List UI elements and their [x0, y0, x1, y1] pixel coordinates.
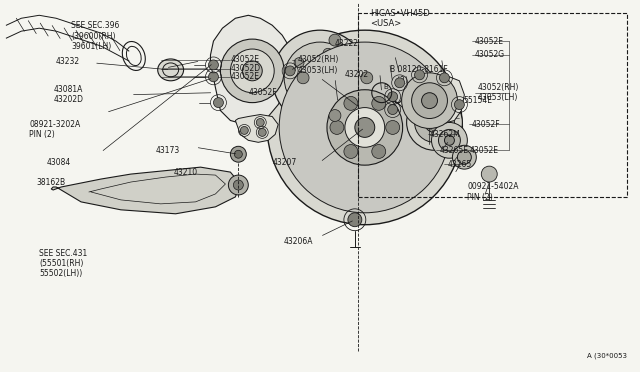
Text: B 08120-8161F
   (2): B 08120-8161F (2) — [390, 65, 447, 84]
Text: 43262M: 43262M — [429, 130, 460, 139]
Circle shape — [386, 121, 399, 134]
Circle shape — [241, 126, 248, 134]
Circle shape — [230, 146, 246, 162]
Circle shape — [323, 97, 333, 107]
Text: 43084: 43084 — [46, 158, 70, 167]
Circle shape — [481, 166, 497, 182]
Circle shape — [243, 61, 262, 81]
Text: 43210: 43210 — [173, 168, 198, 177]
Polygon shape — [395, 75, 465, 125]
Circle shape — [214, 98, 223, 108]
Text: A (30*0053: A (30*0053 — [587, 352, 627, 359]
Circle shape — [372, 145, 386, 158]
Text: 43173: 43173 — [156, 146, 180, 155]
Circle shape — [458, 150, 471, 164]
Circle shape — [294, 88, 304, 98]
Circle shape — [344, 96, 358, 110]
Circle shape — [306, 64, 334, 92]
Circle shape — [412, 83, 447, 119]
Text: SEE SEC.431
(55501(RH)
55502(LH)): SEE SEC.431 (55501(RH) 55502(LH)) — [39, 248, 88, 278]
Circle shape — [454, 100, 465, 110]
Text: 43052(RH)
43053(LH): 43052(RH) 43053(LH) — [298, 55, 339, 75]
Circle shape — [415, 103, 454, 142]
Text: 43052E: 43052E — [230, 55, 259, 64]
Circle shape — [395, 78, 404, 88]
Text: 43052F: 43052F — [248, 88, 277, 97]
Circle shape — [330, 121, 344, 134]
Circle shape — [327, 90, 403, 165]
Circle shape — [209, 60, 218, 70]
Text: 43222: 43222 — [335, 39, 359, 48]
Text: 00921-5402A
PIN (2): 00921-5402A PIN (2) — [467, 182, 519, 202]
Text: 38162B: 38162B — [36, 177, 65, 186]
Text: 43081A
43202D: 43081A 43202D — [53, 85, 83, 105]
Circle shape — [341, 73, 351, 83]
Polygon shape — [51, 167, 241, 214]
Circle shape — [284, 42, 356, 113]
Circle shape — [230, 49, 274, 93]
Circle shape — [279, 42, 451, 213]
Circle shape — [323, 48, 333, 58]
Circle shape — [424, 113, 444, 132]
Circle shape — [402, 73, 458, 128]
Circle shape — [406, 95, 462, 150]
Circle shape — [272, 30, 368, 125]
Text: 43265: 43265 — [447, 160, 472, 169]
Text: 43052(RH)
43053(LH): 43052(RH) 43053(LH) — [477, 83, 518, 102]
Circle shape — [329, 110, 341, 122]
Circle shape — [268, 30, 462, 225]
Circle shape — [297, 72, 309, 84]
Circle shape — [344, 145, 358, 158]
Text: 43265E: 43265E — [440, 146, 468, 155]
Text: 43052G: 43052G — [474, 51, 504, 60]
Circle shape — [438, 129, 460, 151]
Circle shape — [314, 72, 326, 84]
Circle shape — [388, 92, 397, 102]
Text: 43207: 43207 — [272, 158, 296, 167]
Text: 55154E: 55154E — [463, 96, 492, 105]
Text: HICAS•VH45D
<USA>: HICAS•VH45D <USA> — [370, 9, 429, 28]
Circle shape — [294, 58, 304, 68]
Circle shape — [209, 72, 218, 82]
Ellipse shape — [316, 53, 354, 103]
Circle shape — [348, 213, 362, 227]
Circle shape — [285, 66, 295, 76]
Circle shape — [234, 150, 243, 158]
Ellipse shape — [307, 43, 363, 113]
Text: 08921-3202A
PIN (2): 08921-3202A PIN (2) — [29, 120, 81, 139]
Circle shape — [372, 96, 386, 110]
Circle shape — [415, 70, 424, 80]
Ellipse shape — [157, 59, 184, 81]
Ellipse shape — [327, 68, 343, 88]
Circle shape — [452, 145, 476, 169]
Circle shape — [440, 73, 449, 83]
Text: 43052D: 43052D — [230, 64, 260, 73]
Circle shape — [329, 34, 341, 46]
Circle shape — [361, 72, 372, 84]
Circle shape — [234, 180, 243, 190]
Circle shape — [228, 175, 248, 195]
Text: 43052E: 43052E — [230, 72, 259, 81]
Text: 43052E: 43052E — [474, 36, 503, 46]
Circle shape — [220, 39, 284, 103]
Circle shape — [345, 108, 385, 147]
Text: 43202: 43202 — [345, 70, 369, 79]
Text: 43206A: 43206A — [283, 237, 313, 246]
Circle shape — [355, 118, 375, 137]
Polygon shape — [236, 115, 278, 142]
Circle shape — [259, 128, 266, 137]
Circle shape — [388, 105, 397, 115]
Text: 43052F: 43052F — [471, 120, 500, 129]
Text: 43232: 43232 — [55, 57, 79, 67]
Polygon shape — [211, 15, 292, 125]
Text: SEE SEC.396
(39600(RH)
39601(LH): SEE SEC.396 (39600(RH) 39601(LH) — [71, 21, 120, 51]
Circle shape — [431, 122, 467, 158]
Text: 43222C: 43222C — [422, 113, 452, 122]
Text: 43052E: 43052E — [469, 146, 499, 155]
Circle shape — [256, 119, 264, 126]
Text: B: B — [384, 84, 388, 90]
Bar — [358, 13, 627, 197]
Circle shape — [444, 135, 454, 145]
Circle shape — [422, 93, 438, 109]
